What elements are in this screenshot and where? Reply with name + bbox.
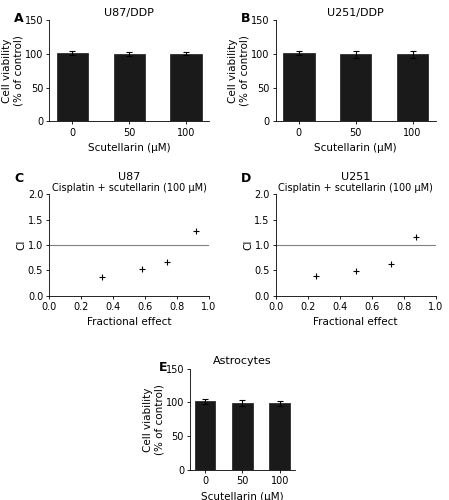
Point	[352, 267, 359, 275]
Point	[138, 265, 145, 273]
Bar	[171, 54, 202, 122]
Y-axis label: CI: CI	[243, 240, 253, 250]
X-axis label: Fractional effect: Fractional effect	[87, 318, 172, 328]
Y-axis label: Cell viability
(% of control): Cell viability (% of control)	[228, 35, 250, 106]
Text: C: C	[14, 172, 23, 185]
X-axis label: Scutellarin (μM): Scutellarin (μM)	[88, 143, 171, 153]
Text: Cisplatin + scutellarin (100 μM): Cisplatin + scutellarin (100 μM)	[278, 184, 433, 194]
Bar	[57, 53, 88, 122]
Text: A: A	[14, 12, 24, 25]
Text: E: E	[159, 360, 167, 374]
Title: U87/DDP: U87/DDP	[104, 8, 154, 18]
Point	[413, 234, 420, 241]
X-axis label: Fractional effect: Fractional effect	[313, 318, 398, 328]
Bar	[195, 402, 216, 470]
Text: B: B	[241, 12, 251, 25]
Title: Astrocytes: Astrocytes	[213, 356, 272, 366]
Title: U251/DDP: U251/DDP	[327, 8, 384, 18]
Point	[98, 273, 106, 281]
Bar	[283, 53, 314, 122]
Point	[164, 258, 171, 266]
Point	[387, 260, 394, 268]
X-axis label: Scutellarin (μM): Scutellarin (μM)	[201, 492, 284, 500]
Bar	[114, 54, 145, 122]
Point	[193, 228, 200, 235]
X-axis label: Scutellarin (μM): Scutellarin (μM)	[314, 143, 397, 153]
Text: U87: U87	[118, 172, 141, 182]
Bar	[340, 54, 371, 122]
Y-axis label: CI: CI	[16, 240, 26, 250]
Text: D: D	[241, 172, 251, 185]
Point	[312, 272, 319, 280]
Y-axis label: Cell viability
(% of control): Cell viability (% of control)	[2, 35, 23, 106]
Bar	[269, 404, 290, 470]
Bar	[397, 54, 428, 122]
Bar	[232, 403, 253, 470]
Text: U251: U251	[341, 172, 370, 182]
Y-axis label: Cell viability
(% of control): Cell viability (% of control)	[142, 384, 164, 455]
Text: Cisplatin + scutellarin (100 μM): Cisplatin + scutellarin (100 μM)	[52, 184, 207, 194]
